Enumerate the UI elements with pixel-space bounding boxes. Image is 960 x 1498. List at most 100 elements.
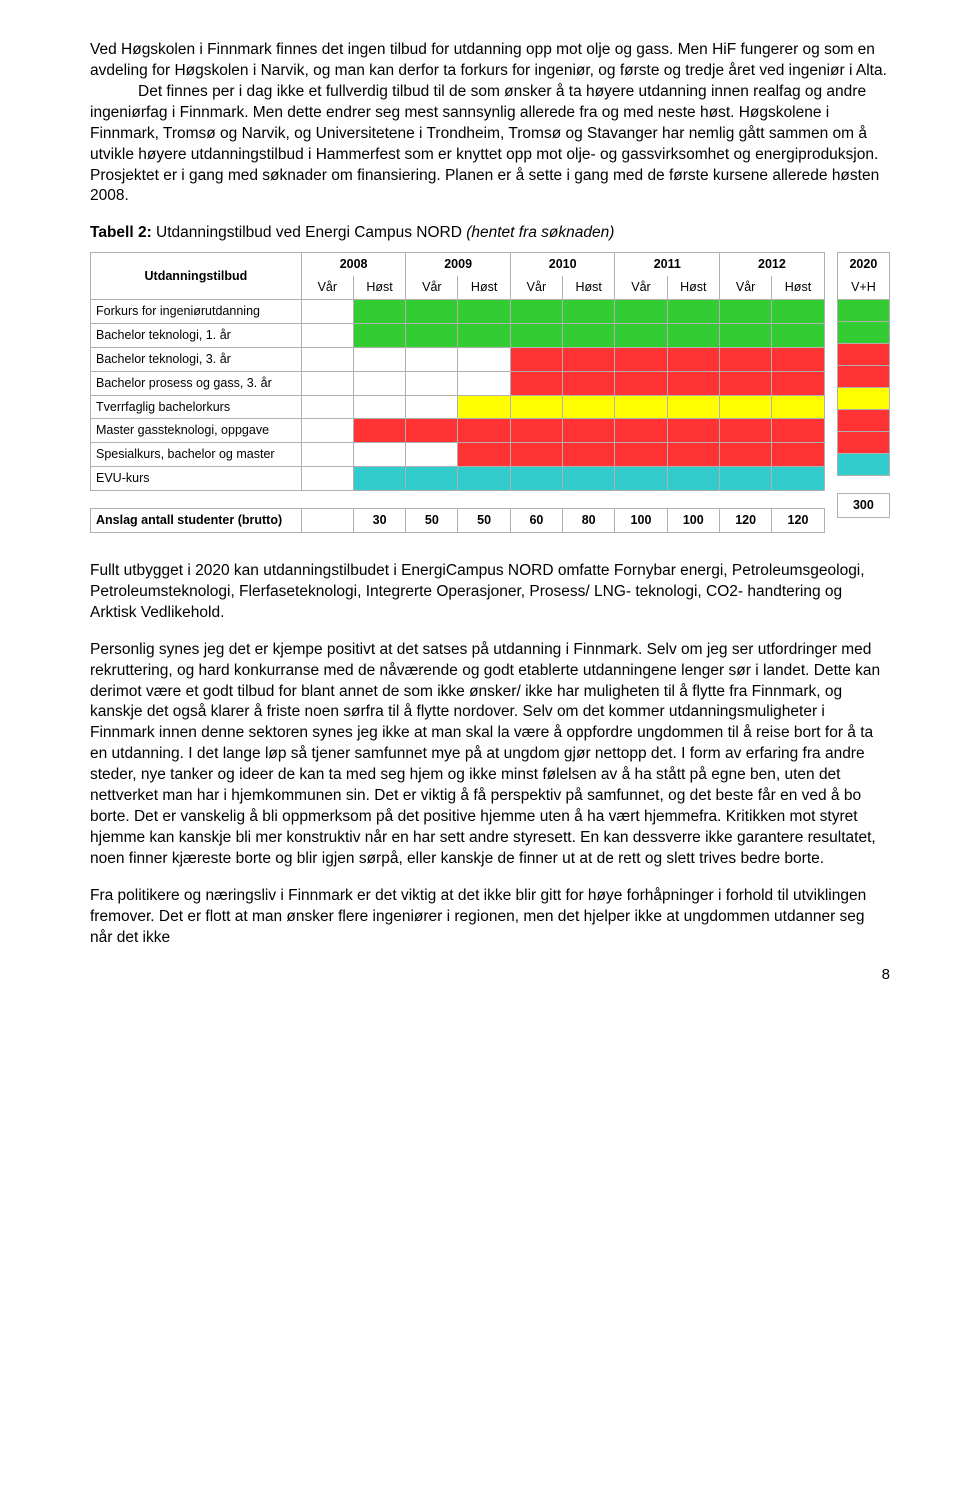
table-cell bbox=[562, 467, 615, 491]
totals-cell: 50 bbox=[458, 509, 511, 533]
table-row-label: Bachelor teknologi, 3. år bbox=[91, 347, 302, 371]
table-cell bbox=[458, 395, 511, 419]
table-title-italic: (hentet fra søknaden) bbox=[466, 224, 614, 241]
totals-cell: 50 bbox=[406, 509, 458, 533]
table-title: Tabell 2: Utdanningstilbud ved Energi Ca… bbox=[90, 223, 890, 244]
table-cell-side bbox=[837, 322, 889, 344]
table-cell bbox=[301, 443, 353, 467]
semester-header: Høst bbox=[667, 276, 720, 299]
semester-header: Høst bbox=[458, 276, 511, 299]
table-cell bbox=[720, 371, 772, 395]
semester-header: Vår bbox=[406, 276, 458, 299]
table-cell bbox=[301, 347, 353, 371]
table-cell bbox=[301, 371, 353, 395]
table-cell bbox=[458, 419, 511, 443]
table-cell bbox=[667, 443, 720, 467]
paragraph-4: Fra politikere og næringsliv i Finnmark … bbox=[90, 886, 890, 949]
table-cell bbox=[772, 443, 825, 467]
totals-cell: 100 bbox=[615, 509, 667, 533]
table-cell bbox=[353, 443, 406, 467]
paragraph-2: Fullt utbygget i 2020 kan utdanningstilb… bbox=[90, 561, 890, 624]
table-row-label: Bachelor teknologi, 1. år bbox=[91, 323, 302, 347]
table-cell bbox=[353, 323, 406, 347]
semester-header: Vår bbox=[615, 276, 667, 299]
totals-label: Anslag antall studenter (brutto) bbox=[91, 509, 302, 533]
table-cell bbox=[562, 443, 615, 467]
table-cell bbox=[562, 395, 615, 419]
year-header-side: 2020 bbox=[837, 253, 889, 276]
table-cell-side bbox=[837, 344, 889, 366]
table-cell bbox=[510, 443, 562, 467]
side-table: 2020V+H300 bbox=[837, 252, 890, 518]
table-cell bbox=[510, 419, 562, 443]
year-header: 2011 bbox=[615, 253, 720, 276]
table-cell bbox=[772, 323, 825, 347]
table-title-bold: Tabell 2: bbox=[90, 224, 152, 241]
table-cell bbox=[720, 395, 772, 419]
table-cell bbox=[301, 395, 353, 419]
table-cell bbox=[667, 347, 720, 371]
text: Ved Høgskolen i Finnmark finnes det inge… bbox=[90, 41, 887, 79]
table-cell bbox=[562, 371, 615, 395]
table-cell bbox=[615, 395, 667, 419]
table-cell bbox=[772, 347, 825, 371]
table-cell-side bbox=[837, 388, 889, 410]
table-cell bbox=[353, 371, 406, 395]
table-cell bbox=[720, 300, 772, 324]
table-cell bbox=[406, 371, 458, 395]
table-cell bbox=[562, 300, 615, 324]
semester-header: Vår bbox=[301, 276, 353, 299]
table-cell bbox=[510, 347, 562, 371]
semester-header: Vår bbox=[510, 276, 562, 299]
table-cell bbox=[458, 443, 511, 467]
totals-cell: 100 bbox=[667, 509, 720, 533]
table-cell bbox=[353, 300, 406, 324]
year-header: 2010 bbox=[510, 253, 615, 276]
table-cell bbox=[510, 300, 562, 324]
table-cell-side bbox=[837, 300, 889, 322]
main-table: Utdanningstilbud20082009201020112012VårH… bbox=[90, 252, 825, 533]
table-title-rest: Utdanningstilbud ved Energi Campus NORD bbox=[152, 224, 466, 241]
table-row-label: Master gassteknologi, oppgave bbox=[91, 419, 302, 443]
table-cell bbox=[772, 300, 825, 324]
totals-cell: 60 bbox=[510, 509, 562, 533]
table-cell bbox=[720, 443, 772, 467]
table-cell bbox=[301, 300, 353, 324]
table-cell bbox=[772, 419, 825, 443]
year-header: 2012 bbox=[720, 253, 825, 276]
table-cell-side bbox=[837, 432, 889, 454]
semester-header-side: V+H bbox=[837, 276, 889, 299]
table-cell bbox=[353, 395, 406, 419]
totals-cell: 120 bbox=[772, 509, 825, 533]
table-cell bbox=[458, 467, 511, 491]
year-header: 2008 bbox=[301, 253, 406, 276]
table-cell bbox=[406, 443, 458, 467]
totals-cell: 30 bbox=[353, 509, 406, 533]
table-cell bbox=[353, 467, 406, 491]
table-cell bbox=[562, 419, 615, 443]
table-cell bbox=[772, 395, 825, 419]
table-cell bbox=[353, 347, 406, 371]
table-cell bbox=[301, 509, 353, 533]
table-cell bbox=[510, 371, 562, 395]
table-cell-side bbox=[837, 366, 889, 388]
table-cell bbox=[667, 371, 720, 395]
semester-header: Vår bbox=[720, 276, 772, 299]
table-cell bbox=[406, 467, 458, 491]
table-cell bbox=[458, 347, 511, 371]
table-row-label: Spesialkurs, bachelor og master bbox=[91, 443, 302, 467]
table-cell bbox=[720, 419, 772, 443]
table-cell bbox=[510, 323, 562, 347]
year-header: 2009 bbox=[406, 253, 511, 276]
table-cell bbox=[667, 300, 720, 324]
table-cell bbox=[772, 371, 825, 395]
table-cell bbox=[615, 347, 667, 371]
table-cell-side bbox=[837, 454, 889, 476]
table-cell bbox=[615, 323, 667, 347]
table-cell bbox=[720, 347, 772, 371]
table-cell bbox=[667, 395, 720, 419]
table-cell bbox=[720, 323, 772, 347]
table-cell bbox=[562, 323, 615, 347]
table-row-label: Bachelor prosess og gass, 3. år bbox=[91, 371, 302, 395]
table-cell bbox=[406, 419, 458, 443]
